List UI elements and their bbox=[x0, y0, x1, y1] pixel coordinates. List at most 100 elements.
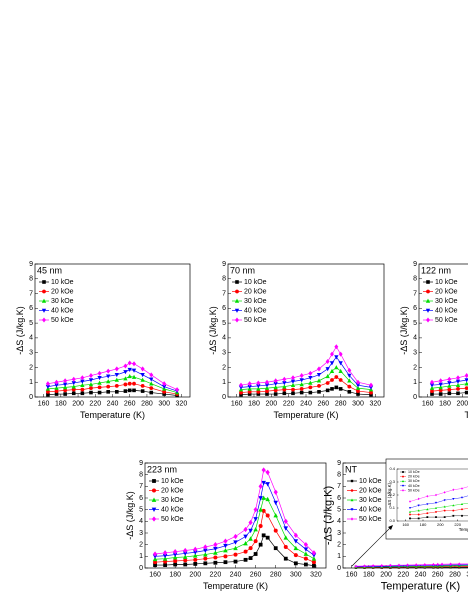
data-point bbox=[265, 469, 270, 475]
data-point bbox=[123, 382, 128, 387]
data-point bbox=[338, 361, 343, 366]
data-point bbox=[447, 381, 452, 386]
data-point bbox=[114, 366, 119, 372]
data-point bbox=[239, 382, 243, 388]
data-point bbox=[71, 381, 76, 386]
series-line bbox=[355, 566, 468, 569]
x-tick-label: 160 bbox=[38, 400, 50, 407]
data-point bbox=[63, 378, 68, 384]
data-point bbox=[417, 504, 420, 507]
y-tick-label: 6 bbox=[413, 305, 417, 312]
data-point bbox=[223, 538, 228, 544]
data-point bbox=[256, 384, 261, 389]
data-point bbox=[235, 317, 239, 323]
data-point bbox=[264, 383, 270, 388]
data-point bbox=[440, 562, 444, 566]
data-point bbox=[62, 385, 68, 390]
x-tick-label: 320 bbox=[369, 400, 381, 407]
data-point bbox=[253, 552, 258, 556]
x-tick-label: 300 bbox=[352, 400, 364, 407]
data-point bbox=[356, 379, 360, 385]
y-tick-label: 0 bbox=[413, 394, 417, 401]
data-point bbox=[325, 373, 330, 379]
x-tick-label: 200 bbox=[437, 522, 444, 527]
data-point bbox=[283, 545, 288, 549]
chart-panel: 160 180 200 220 240 260 280 300 320 0 1 2 3 4 5 6 7 8 9 Tem… bbox=[15, 261, 191, 420]
y-tick-label: 0 bbox=[222, 394, 226, 401]
data-point bbox=[123, 363, 128, 369]
legend-label: 30 kOe bbox=[359, 497, 382, 504]
data-point bbox=[389, 563, 392, 568]
data-point bbox=[330, 378, 334, 382]
data-point bbox=[233, 540, 238, 545]
data-point bbox=[299, 382, 304, 387]
data-point bbox=[106, 384, 111, 389]
data-point bbox=[425, 298, 431, 303]
y-tick-label: 0.2 bbox=[389, 492, 395, 497]
data-point bbox=[203, 548, 208, 553]
data-point bbox=[334, 365, 339, 370]
panel-title: 223 nm bbox=[147, 464, 177, 474]
x-tick-label: 260 bbox=[317, 400, 329, 407]
data-point bbox=[317, 390, 321, 394]
data-point bbox=[258, 507, 263, 512]
data-point bbox=[89, 386, 93, 391]
data-point bbox=[149, 390, 154, 395]
x-tick-label: 220 bbox=[454, 522, 461, 527]
data-point bbox=[71, 387, 76, 392]
y-tick-label: 5 bbox=[413, 320, 417, 327]
y-tick-label: 9 bbox=[139, 460, 143, 467]
data-point bbox=[397, 563, 401, 567]
data-point bbox=[409, 500, 411, 503]
data-point bbox=[243, 534, 248, 539]
data-point bbox=[329, 361, 335, 366]
y-tick-label: 5 bbox=[337, 507, 341, 514]
data-point bbox=[248, 536, 253, 541]
data-point bbox=[71, 384, 76, 389]
data-point bbox=[162, 556, 168, 561]
data-point bbox=[42, 289, 46, 294]
data-point bbox=[417, 513, 420, 516]
data-point bbox=[434, 506, 438, 509]
y-tick-label: 3 bbox=[413, 350, 417, 357]
legend-label: 40 kOe bbox=[51, 307, 74, 314]
data-point bbox=[233, 545, 238, 551]
data-point bbox=[293, 561, 298, 566]
inset-pointer bbox=[351, 525, 393, 567]
data-point bbox=[247, 389, 252, 394]
data-point bbox=[426, 495, 429, 498]
y-tick-label: 1 bbox=[222, 379, 226, 386]
legend-label: 50 kOe bbox=[408, 488, 420, 492]
data-point bbox=[243, 557, 248, 562]
data-point bbox=[151, 516, 157, 522]
x-tick-label: 300 bbox=[290, 571, 302, 578]
data-point bbox=[131, 368, 137, 373]
data-point bbox=[172, 552, 178, 558]
data-point bbox=[243, 526, 248, 533]
data-point bbox=[248, 546, 253, 551]
data-point bbox=[447, 387, 452, 392]
y-tick-label: 1 bbox=[29, 379, 33, 386]
legend-label: 50 kOe bbox=[161, 516, 184, 523]
data-point bbox=[175, 387, 180, 393]
data-point bbox=[293, 532, 298, 538]
data-point bbox=[261, 467, 266, 473]
data-point bbox=[447, 391, 452, 396]
data-point bbox=[193, 562, 198, 566]
data-point bbox=[401, 484, 405, 487]
data-point bbox=[452, 498, 455, 501]
plot-frame bbox=[418, 263, 468, 398]
data-point bbox=[438, 378, 443, 384]
y-tick-label: 7 bbox=[222, 290, 226, 297]
data-point bbox=[283, 556, 288, 561]
x-axis-label: Temperature (K) bbox=[203, 581, 268, 591]
data-point bbox=[293, 553, 298, 558]
data-point bbox=[311, 556, 317, 561]
data-point bbox=[97, 375, 102, 381]
data-point bbox=[123, 376, 128, 381]
data-point bbox=[140, 384, 145, 388]
data-point bbox=[308, 390, 313, 395]
y-axis-label: -ΔS (J/kg.K) bbox=[125, 491, 135, 540]
x-tick-label: 260 bbox=[250, 571, 262, 578]
data-point bbox=[80, 391, 85, 396]
